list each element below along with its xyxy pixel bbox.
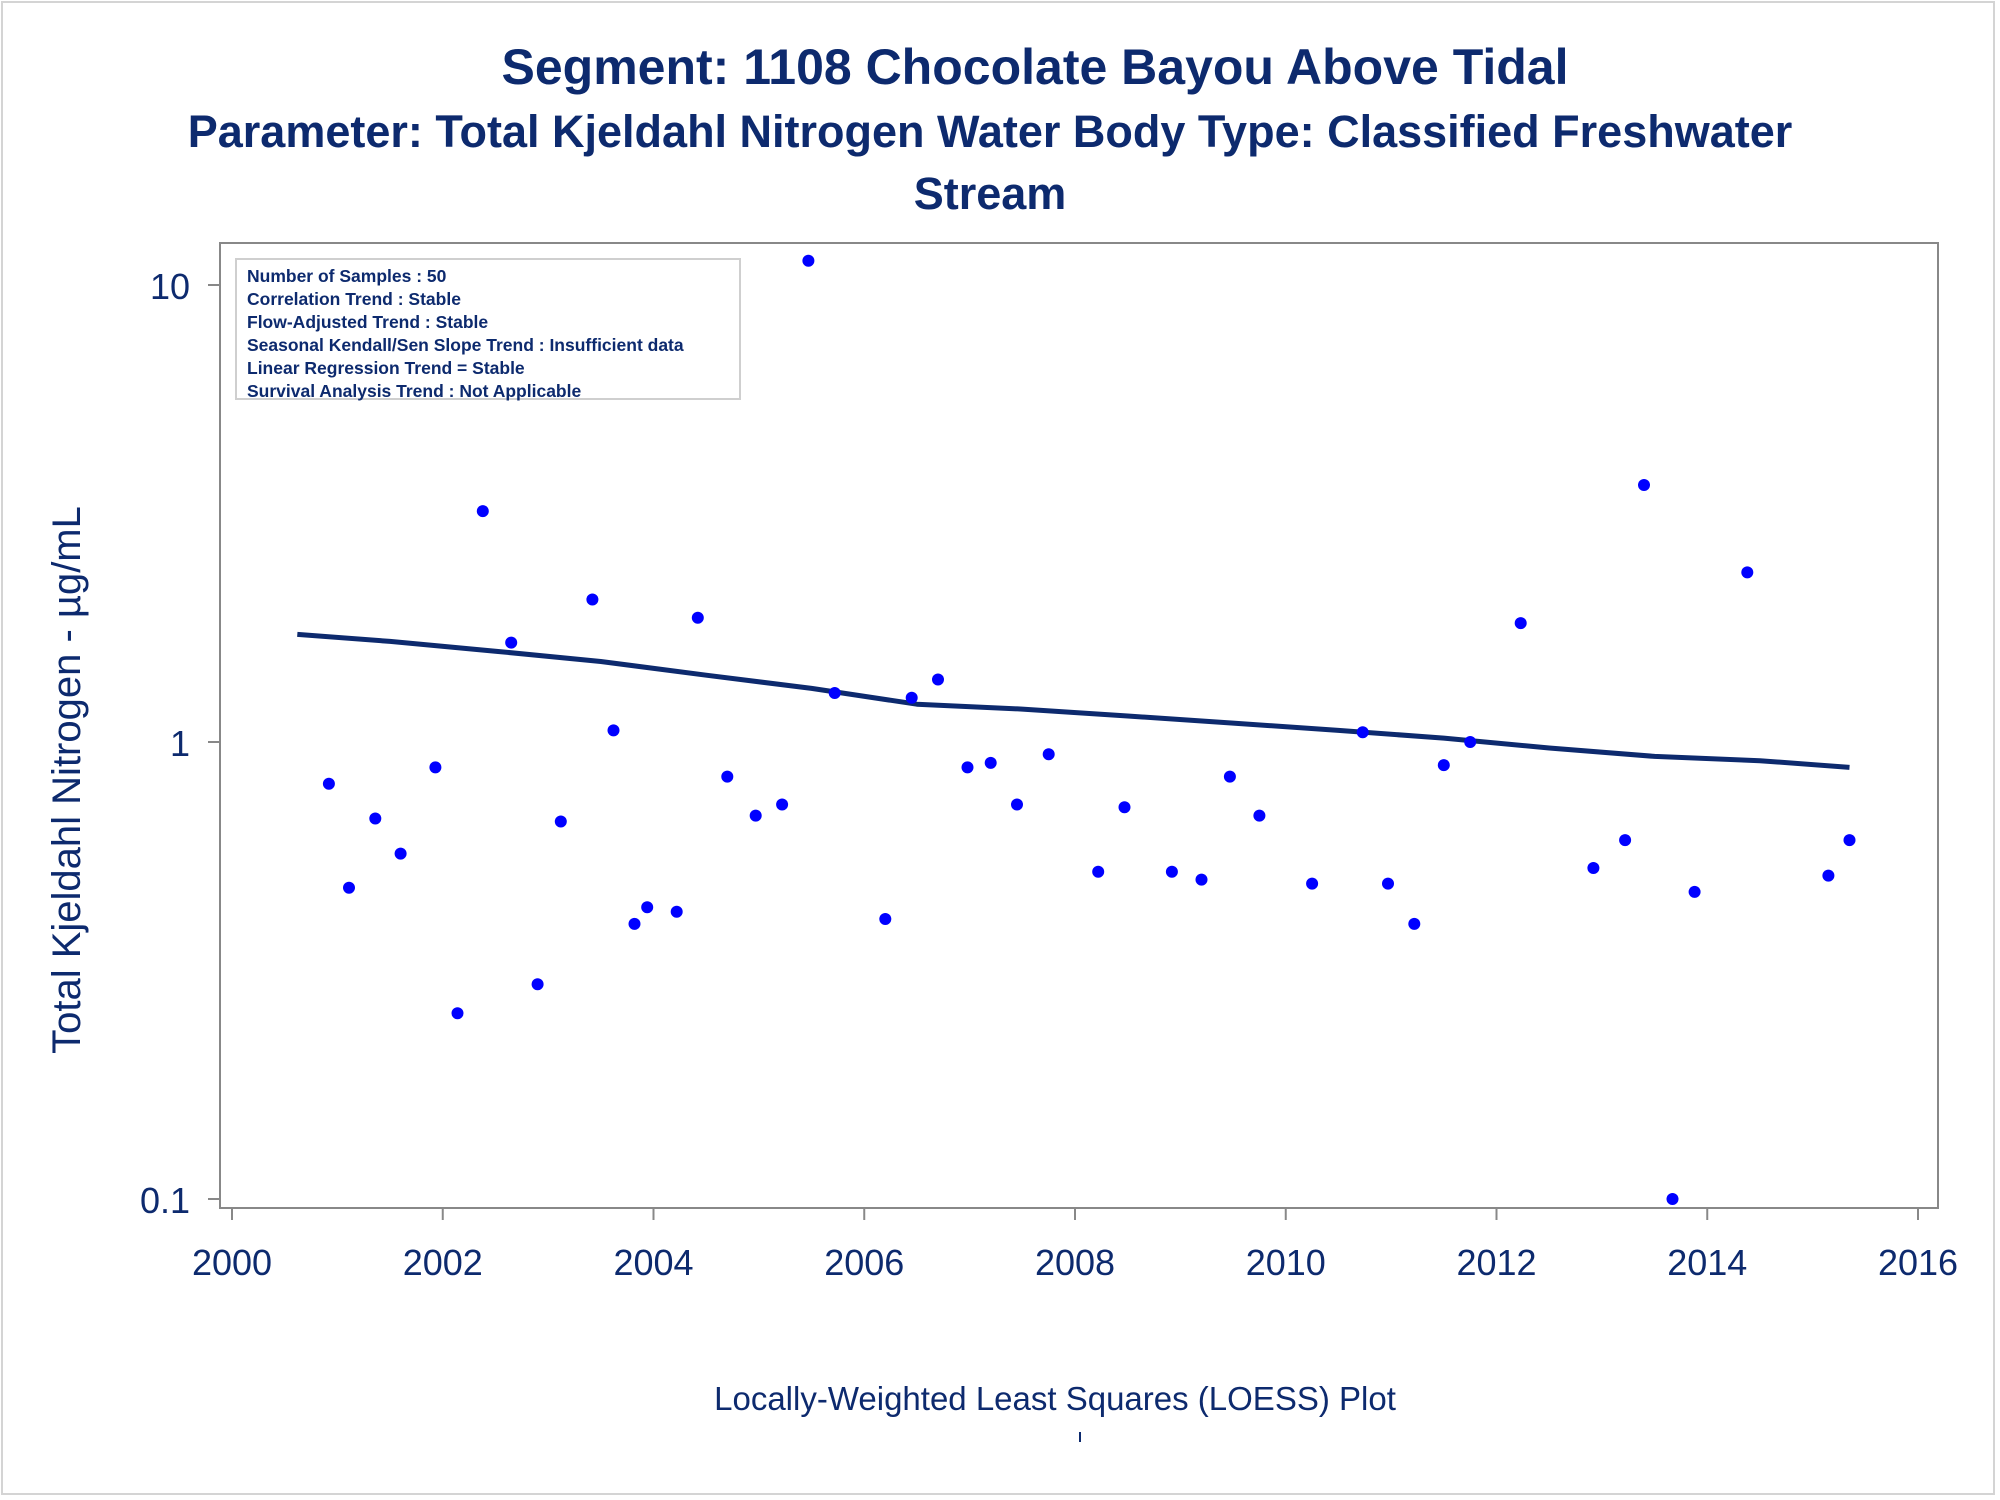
data-point	[369, 812, 382, 825]
data-point	[1408, 917, 1421, 930]
x-tick-label: 2002	[403, 1242, 483, 1283]
data-point	[505, 636, 518, 649]
x-tick-label: 2016	[1878, 1242, 1958, 1283]
data-point	[1382, 877, 1394, 890]
data-point	[394, 847, 407, 860]
x-axis-ticks: 2000 2002 2004 2006 2008 2010 2012 2014 2016	[192, 1208, 1958, 1283]
stat-number-of-samples: Number of Samples : 50	[247, 266, 447, 286]
y-axis-label: Total Kjeldahl Nitrogen - µg/mL	[45, 506, 89, 1054]
data-point	[984, 756, 997, 769]
data-point	[1822, 869, 1835, 882]
data-point	[1741, 566, 1754, 579]
data-point	[322, 777, 335, 790]
data-point	[1587, 862, 1600, 874]
data-point	[1253, 809, 1266, 822]
data-point	[1195, 873, 1208, 886]
y-tick-label: 1	[170, 723, 190, 764]
footer-caption: Locally-Weighted Least Squares (LOESS) P…	[714, 1380, 1396, 1417]
loess-line-group	[297, 631, 1850, 770]
data-point	[1666, 1193, 1679, 1205]
y-axis-ticks: 0.1 1 10	[140, 266, 220, 1221]
data-point	[343, 881, 355, 894]
data-point	[1042, 748, 1055, 761]
y-tick-label: 0.1	[140, 1180, 190, 1221]
data-point	[1165, 865, 1178, 878]
data-point	[1437, 759, 1450, 772]
x-tick-label: 2008	[1035, 1242, 1115, 1283]
stat-correlation-trend: Correlation Trend : Stable	[247, 289, 461, 309]
data-point	[1638, 479, 1650, 491]
data-point	[1619, 834, 1632, 847]
data-point	[1688, 885, 1701, 898]
x-tick-label: 2004	[613, 1242, 693, 1283]
data-point	[554, 815, 567, 828]
data-point	[1306, 877, 1319, 890]
stat-seasonal-kendall-trend: Seasonal Kendall/Sen Slope Trend : Insuf…	[247, 335, 684, 355]
data-point	[607, 724, 620, 737]
plot-area-frame	[219, 242, 1939, 1209]
trend-statistics-box: Number of Samples : 50 Correlation Trend…	[235, 258, 741, 401]
data-point	[749, 809, 762, 822]
data-point	[670, 905, 683, 918]
data-point	[476, 505, 489, 518]
data-point	[1011, 798, 1023, 811]
data-point	[1464, 736, 1477, 748]
data-point	[429, 761, 442, 774]
chart-subtitle-continued: Stream	[913, 168, 1067, 219]
data-point	[828, 687, 841, 699]
footer-mark	[1079, 1432, 1081, 1442]
chart-title: Segment: 1108 Chocolate Bayou Above Tida…	[501, 39, 1569, 95]
loess-line	[297, 631, 1850, 770]
x-tick-label: 2014	[1667, 1242, 1747, 1283]
data-point	[961, 761, 974, 774]
data-point	[531, 978, 544, 991]
y-tick-label: 10	[150, 266, 190, 307]
chart-subtitle: Parameter: Total Kjeldahl Nitrogen Water…	[187, 106, 1793, 157]
data-point	[691, 611, 704, 624]
data-point	[1356, 726, 1369, 739]
data-point	[1223, 770, 1236, 783]
x-tick-label: 2000	[192, 1242, 272, 1283]
data-point	[586, 593, 599, 606]
data-point	[932, 673, 944, 686]
data-point	[721, 770, 734, 783]
stat-flow-adjusted-trend: Flow-Adjusted Trend : Stable	[247, 312, 489, 332]
data-point	[628, 917, 641, 930]
data-point	[802, 254, 815, 267]
data-point	[879, 913, 892, 925]
stat-linear-regression-trend: Linear Regression Trend = Stable	[247, 358, 525, 378]
data-point	[1092, 865, 1105, 878]
data-point	[1514, 617, 1527, 630]
x-tick-label: 2012	[1456, 1242, 1536, 1283]
data-point	[1843, 834, 1856, 847]
data-point	[776, 798, 789, 811]
data-point	[451, 1007, 464, 1020]
data-point	[905, 691, 918, 704]
x-tick-label: 2006	[824, 1242, 904, 1283]
stat-survival-analysis-trend: Survival Analysis Trend : Not Applicable	[247, 381, 582, 401]
x-tick-label: 2010	[1246, 1242, 1326, 1283]
data-point	[641, 901, 654, 914]
data-point	[1118, 801, 1131, 814]
